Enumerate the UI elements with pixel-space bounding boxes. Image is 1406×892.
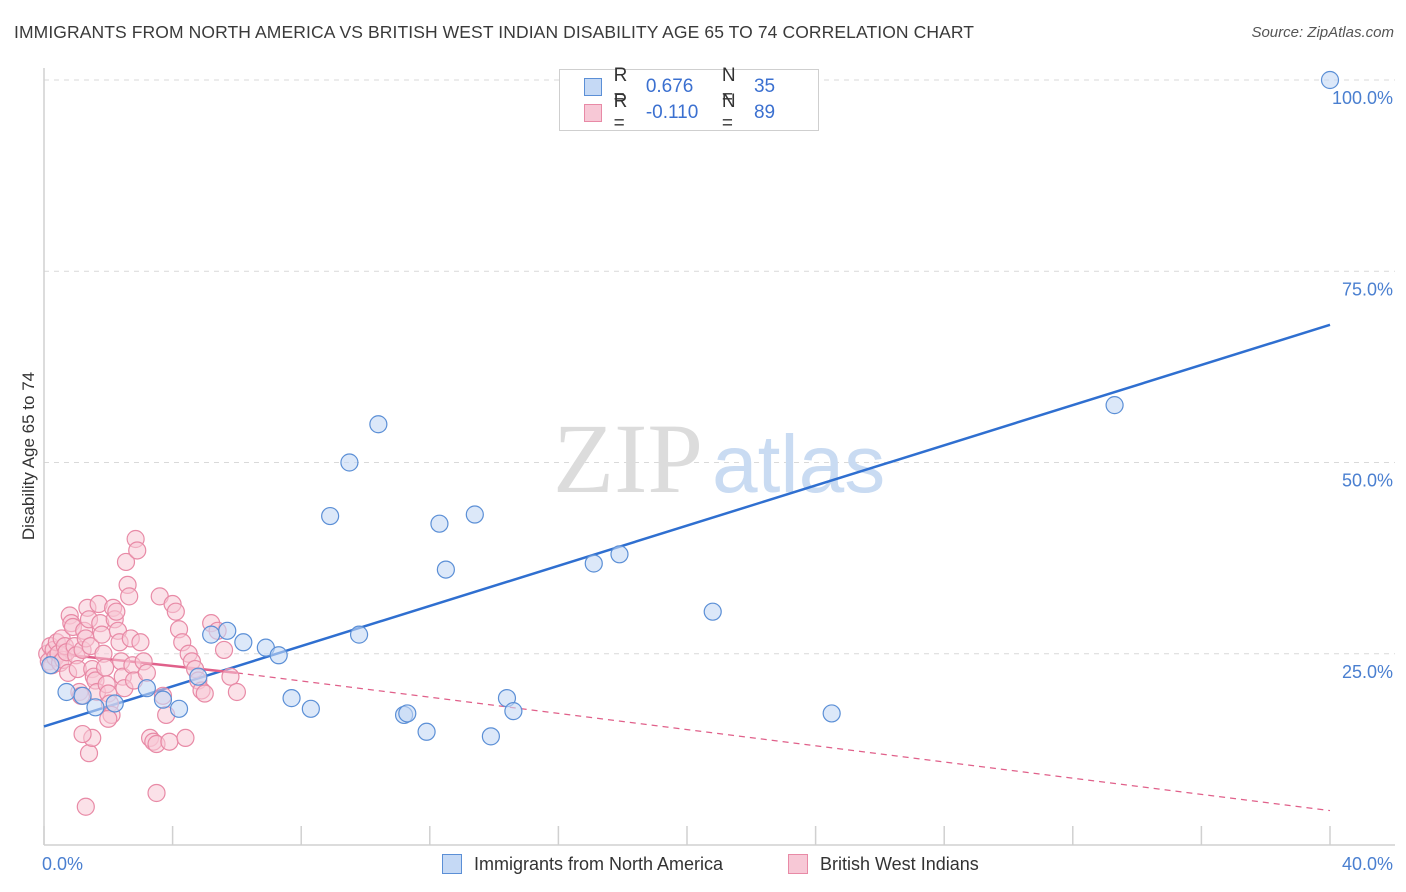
data-point-pink (147, 783, 166, 803)
data-point-pink (137, 663, 156, 682)
data-point-pink (120, 587, 139, 606)
trend-line-blue (43, 323, 1331, 728)
chart-title: IMMIGRANTS FROM NORTH AMERICA VS BRITISH… (14, 22, 975, 42)
legend-swatch-blue (584, 78, 602, 96)
data-point-blue (1320, 70, 1340, 90)
data-point-blue (269, 646, 288, 665)
data-point-blue (610, 545, 629, 564)
bottom-legend-blue: Immigrants from North America (442, 852, 723, 876)
data-point-blue (340, 453, 359, 472)
bottom-legend-label-blue: Immigrants from North America (474, 853, 724, 874)
axes (43, 68, 1395, 846)
watermark: ZIP atlas (553, 403, 885, 514)
legend-r-value: 0.676 (645, 76, 694, 97)
correlation-legend: R = 0.676 N = 35 R = -0.110 N = 89 (559, 65, 819, 134)
legend-row-blue: R = 0.676 N = 35 (584, 65, 818, 108)
data-point-pink (73, 724, 92, 744)
data-point-pink (176, 728, 195, 748)
legend-n-label: N = (721, 91, 736, 134)
bottom-legend-pink: British West Indians (788, 852, 979, 876)
data-point-blue (73, 686, 92, 705)
data-point-pink (128, 541, 147, 560)
data-point-blue (436, 560, 455, 579)
data-point-blue (822, 704, 841, 723)
data-point-blue (430, 514, 449, 533)
data-point-blue (57, 682, 76, 702)
data-point-blue (417, 722, 436, 741)
data-point-blue (703, 602, 722, 621)
watermark-atlas: atlas (712, 419, 885, 510)
data-point-blue (234, 633, 253, 652)
y-axis-title: Disability Age 65 to 74 (19, 372, 38, 540)
legend-r-label: R = (613, 91, 628, 134)
source-credit: Source: ZipAtlas.com (1251, 24, 1394, 41)
data-point-pink (227, 682, 246, 702)
data-point-pink (116, 552, 136, 572)
data-point-blue (189, 667, 208, 686)
y-tick-label: 50.0% (1342, 471, 1393, 491)
legend-r-value: -0.110 (645, 102, 699, 123)
data-point-blue (1105, 396, 1124, 415)
data-point-blue (504, 702, 523, 721)
data-point-blue (218, 621, 237, 640)
data-point-pink (214, 640, 234, 660)
bottom-legend-swatch-blue (442, 854, 462, 874)
legend-swatch-pink (584, 104, 602, 122)
data-point-pink (76, 797, 95, 816)
data-point-blue (369, 415, 388, 434)
data-point-pink (95, 658, 115, 677)
data-point-blue (584, 554, 603, 573)
data-point-pink (99, 709, 118, 728)
data-point-blue (282, 689, 301, 708)
legend-n-value: 89 (753, 102, 776, 123)
data-point-blue (349, 625, 369, 644)
bottom-legend-swatch-pink (788, 854, 808, 874)
data-point-blue (321, 506, 340, 526)
legend-n-label: N = (721, 65, 736, 108)
data-point-pink (160, 732, 179, 751)
data-point-pink (131, 633, 150, 652)
data-point-blue (301, 699, 320, 718)
trend-line-pink-dashed (236, 672, 1331, 812)
bottom-legend-label-pink: British West Indians (820, 853, 979, 874)
data-point-pink (166, 602, 185, 621)
trend-lines (43, 323, 1331, 812)
series-british-west-indians (38, 529, 246, 816)
data-point-pink (92, 625, 111, 644)
y-tick-label: 100.0% (1332, 88, 1393, 108)
tick-labels: 25.0% 50.0% 75.0% 100.0% 0.0% 40.0% (42, 88, 1393, 874)
data-point-blue (481, 727, 500, 746)
data-point-pink (221, 667, 240, 686)
watermark-zip: ZIP (553, 403, 703, 514)
data-point-blue (465, 505, 484, 524)
data-point-pink (195, 684, 214, 703)
data-point-blue (86, 698, 105, 717)
legend-r-label: R = (613, 65, 628, 108)
data-point-pink (79, 744, 99, 763)
data-point-blue (41, 656, 60, 675)
data-point-blue (105, 694, 124, 713)
data-point-pink (107, 602, 126, 621)
legend-row-pink: R = -0.110 N = 89 (584, 91, 818, 134)
series-immigrants-north-america (41, 70, 1340, 746)
data-point-blue (169, 699, 189, 718)
legend-n-value: 35 (753, 76, 776, 97)
x-tick-label: 0.0% (42, 854, 83, 874)
data-point-blue (202, 625, 221, 644)
data-point-blue (153, 690, 173, 709)
data-point-blue (398, 704, 417, 723)
data-point-blue (137, 679, 156, 698)
y-tick-label: 25.0% (1342, 662, 1393, 682)
x-tick-label: 40.0% (1342, 854, 1393, 874)
y-tick-label: 75.0% (1342, 279, 1393, 299)
